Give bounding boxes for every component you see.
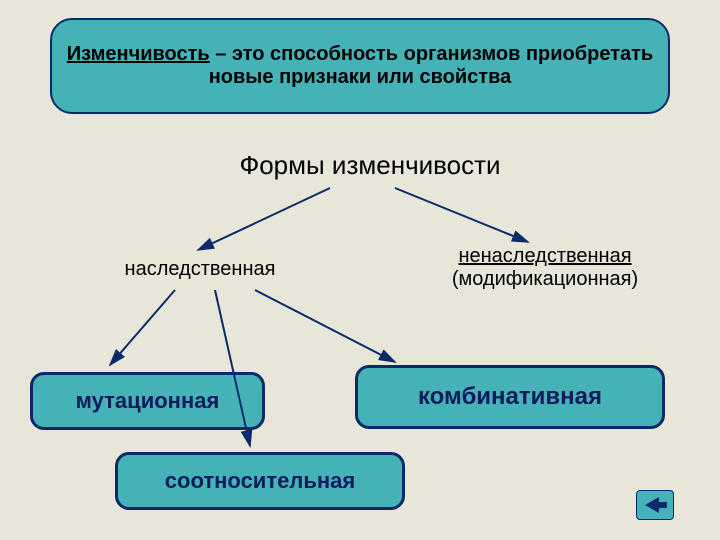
- box-mutational-label: мутационная: [76, 388, 220, 414]
- definition-term: Изменчивость: [67, 43, 210, 65]
- forms-heading: Формы изменчивости: [210, 150, 530, 181]
- box-correlative-label: соотносительная: [165, 468, 355, 494]
- box-combinative: комбинативная: [355, 365, 665, 429]
- definition-box: Изменчивость – это способность организмо…: [50, 18, 670, 114]
- branch-hereditary: наследственная: [95, 258, 305, 281]
- box-correlative: соотносительная: [115, 452, 405, 510]
- branch-nonhereditary-line2: (модификационная): [452, 268, 638, 290]
- back-button[interactable]: [636, 490, 674, 520]
- box-combinative-label: комбинативная: [418, 383, 602, 411]
- definition-text: Изменчивость – это способность организмо…: [66, 43, 654, 89]
- box-mutational: мутационная: [30, 372, 265, 430]
- definition-rest: – это способность организмов приобретать…: [209, 43, 654, 88]
- back-arrow-icon: [637, 491, 673, 519]
- branch-nonhereditary-line1: ненаследственная: [458, 245, 631, 267]
- branch-nonhereditary: ненаследственная (модификационная): [410, 245, 680, 291]
